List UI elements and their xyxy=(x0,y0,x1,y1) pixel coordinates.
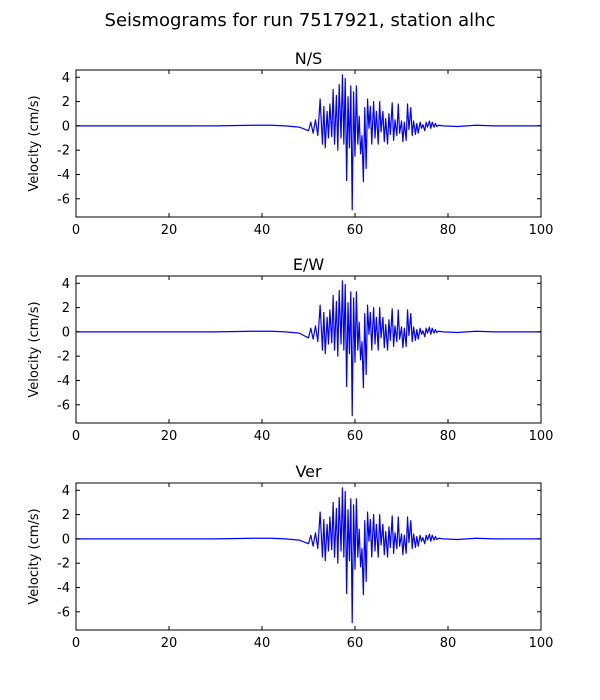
y-tick-label: 4 xyxy=(62,71,70,86)
subplot-title: E/W xyxy=(293,255,325,274)
x-tick-label: 80 xyxy=(440,636,457,651)
y-tick-label: 4 xyxy=(62,484,70,499)
subplot-title: Ver xyxy=(295,462,322,481)
y-tick-label: 0 xyxy=(62,325,70,340)
y-tick-label: 4 xyxy=(62,277,70,292)
x-tick-label: 40 xyxy=(254,636,271,651)
axes-frame xyxy=(75,482,542,631)
x-tick-label: 40 xyxy=(254,429,271,444)
subplot-title: N/S xyxy=(295,49,323,68)
y-tick-label: -6 xyxy=(57,398,70,413)
x-tick-label: 60 xyxy=(347,429,364,444)
x-tick-label: 0 xyxy=(72,223,80,238)
x-tick-label: 20 xyxy=(161,223,178,238)
x-tick-label: 20 xyxy=(161,636,178,651)
x-tick-label: 0 xyxy=(72,636,80,651)
seismogram-trace xyxy=(76,487,541,624)
x-tick-label: 60 xyxy=(347,636,364,651)
figure-title: Seismograms for run 7517921, station alh… xyxy=(104,10,496,31)
y-tick-label: -2 xyxy=(57,350,70,365)
y-tick-label: 2 xyxy=(62,508,70,523)
y-tick-label: 0 xyxy=(62,119,70,134)
y-tick-label: -6 xyxy=(57,192,70,207)
y-tick-label: -4 xyxy=(57,168,70,183)
y-tick-label: -2 xyxy=(57,557,70,572)
x-tick-label: 100 xyxy=(529,636,554,651)
x-tick-label: 0 xyxy=(72,429,80,444)
x-tick-label: 20 xyxy=(161,429,178,444)
axes-frame xyxy=(75,275,542,424)
seismogram-trace xyxy=(76,280,541,417)
x-tick-label: 80 xyxy=(440,223,457,238)
y-axis-label: Velocity (cm/s) xyxy=(27,301,42,397)
y-tick-label: 2 xyxy=(62,95,70,110)
seismogram-trace xyxy=(76,74,541,211)
y-tick-label: -4 xyxy=(57,374,70,389)
y-axis-label: Velocity (cm/s) xyxy=(27,95,42,191)
y-tick-label: 2 xyxy=(62,301,70,316)
x-tick-label: 60 xyxy=(347,223,364,238)
x-tick-label: 100 xyxy=(529,223,554,238)
y-tick-label: -2 xyxy=(57,144,70,159)
x-tick-label: 80 xyxy=(440,429,457,444)
x-tick-label: 40 xyxy=(254,223,271,238)
y-axis-label: Velocity (cm/s) xyxy=(27,508,42,604)
axes-frame xyxy=(75,69,542,218)
y-tick-label: 0 xyxy=(62,532,70,547)
x-tick-label: 100 xyxy=(529,429,554,444)
y-tick-label: -6 xyxy=(57,605,70,620)
y-tick-label: -4 xyxy=(57,581,70,596)
